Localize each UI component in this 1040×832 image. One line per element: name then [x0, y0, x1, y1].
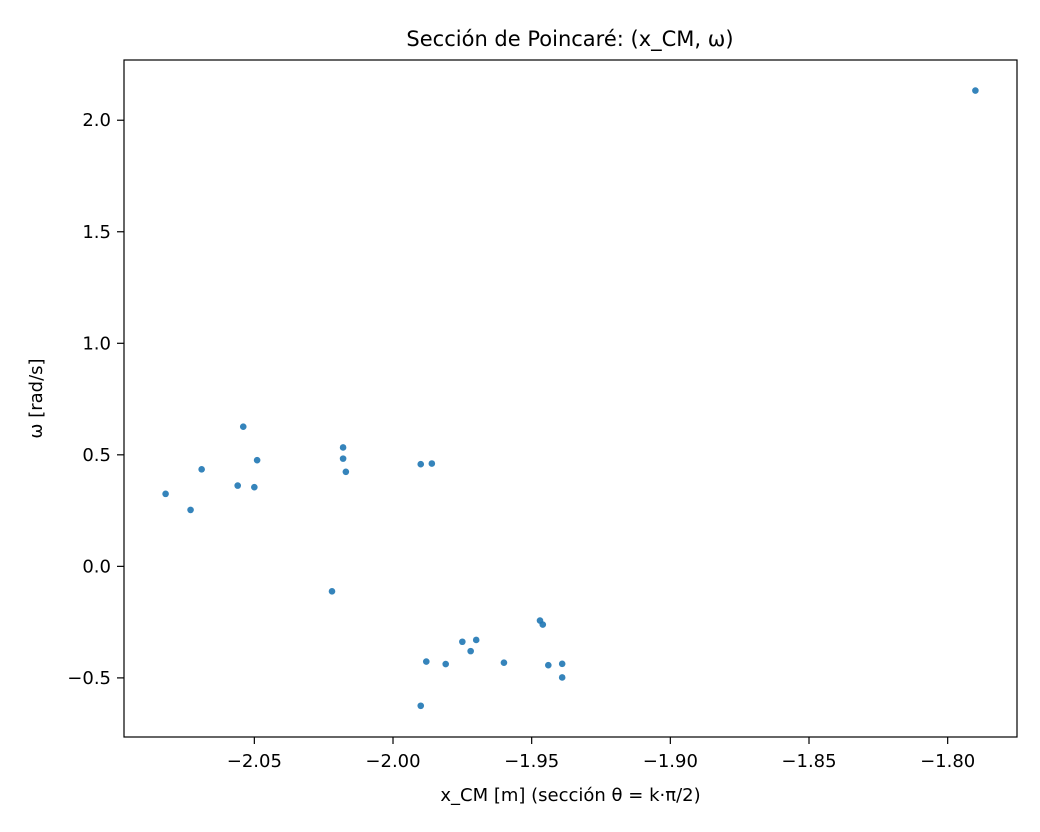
scatter-point: [417, 460, 425, 468]
x-tick-label: −1.80: [920, 751, 975, 772]
scatter-point: [472, 636, 480, 644]
scatter-point: [972, 87, 979, 94]
x-tick-label: −1.95: [504, 751, 559, 772]
x-tick-label: −1.90: [643, 751, 698, 772]
plot-area-frame: [123, 59, 1018, 738]
scatter-point: [198, 466, 205, 473]
scatter-point: [328, 588, 336, 595]
y-tick-label: −0.5: [67, 668, 111, 689]
scatter-point: [342, 468, 350, 476]
scatter-point: [558, 674, 566, 681]
scatter-point: [187, 506, 194, 514]
y-tick-label: 0.0: [82, 556, 111, 577]
scatter-point: [558, 660, 566, 668]
x-axis-label: x_CM [m] (sección θ = k·π/2): [440, 785, 700, 806]
y-tick-label: 2.0: [82, 110, 111, 131]
chart-title: Sección de Poincaré: (x_CM, ω): [406, 27, 733, 52]
scatter-point: [459, 638, 466, 646]
x-tick-label: −2.05: [227, 751, 282, 772]
scatter-point: [442, 660, 450, 668]
scatter-point: [234, 482, 241, 489]
y-axis-ticks: −0.5 0.0 0.5 1.0 1.5 2.0: [67, 110, 124, 689]
y-tick-label: 0.5: [82, 445, 111, 466]
scatter-point: [467, 647, 474, 655]
scatter-point: [422, 658, 430, 665]
y-tick-label: 1.0: [82, 333, 111, 354]
scatter-point: [253, 456, 261, 464]
x-tick-label: −2.00: [365, 751, 420, 772]
x-tick-label: −1.85: [781, 751, 836, 772]
scatter-point: [339, 444, 347, 451]
scatter-points: [162, 87, 979, 710]
scatter-point: [539, 621, 547, 628]
scatter-point: [239, 423, 247, 431]
scatter-point: [251, 483, 258, 491]
scatter-point: [545, 661, 552, 669]
y-tick-label: 1.5: [82, 222, 111, 243]
y-axis-label: ω [rad/s]: [26, 358, 47, 438]
scatter-point: [339, 455, 347, 462]
x-axis-ticks: −2.05 −2.00 −1.95 −1.90 −1.85 −1.80: [227, 737, 975, 772]
scatter-point: [417, 702, 425, 710]
scatter-point: [428, 460, 436, 467]
scatter-point: [162, 490, 169, 498]
scatter-point: [500, 659, 508, 667]
